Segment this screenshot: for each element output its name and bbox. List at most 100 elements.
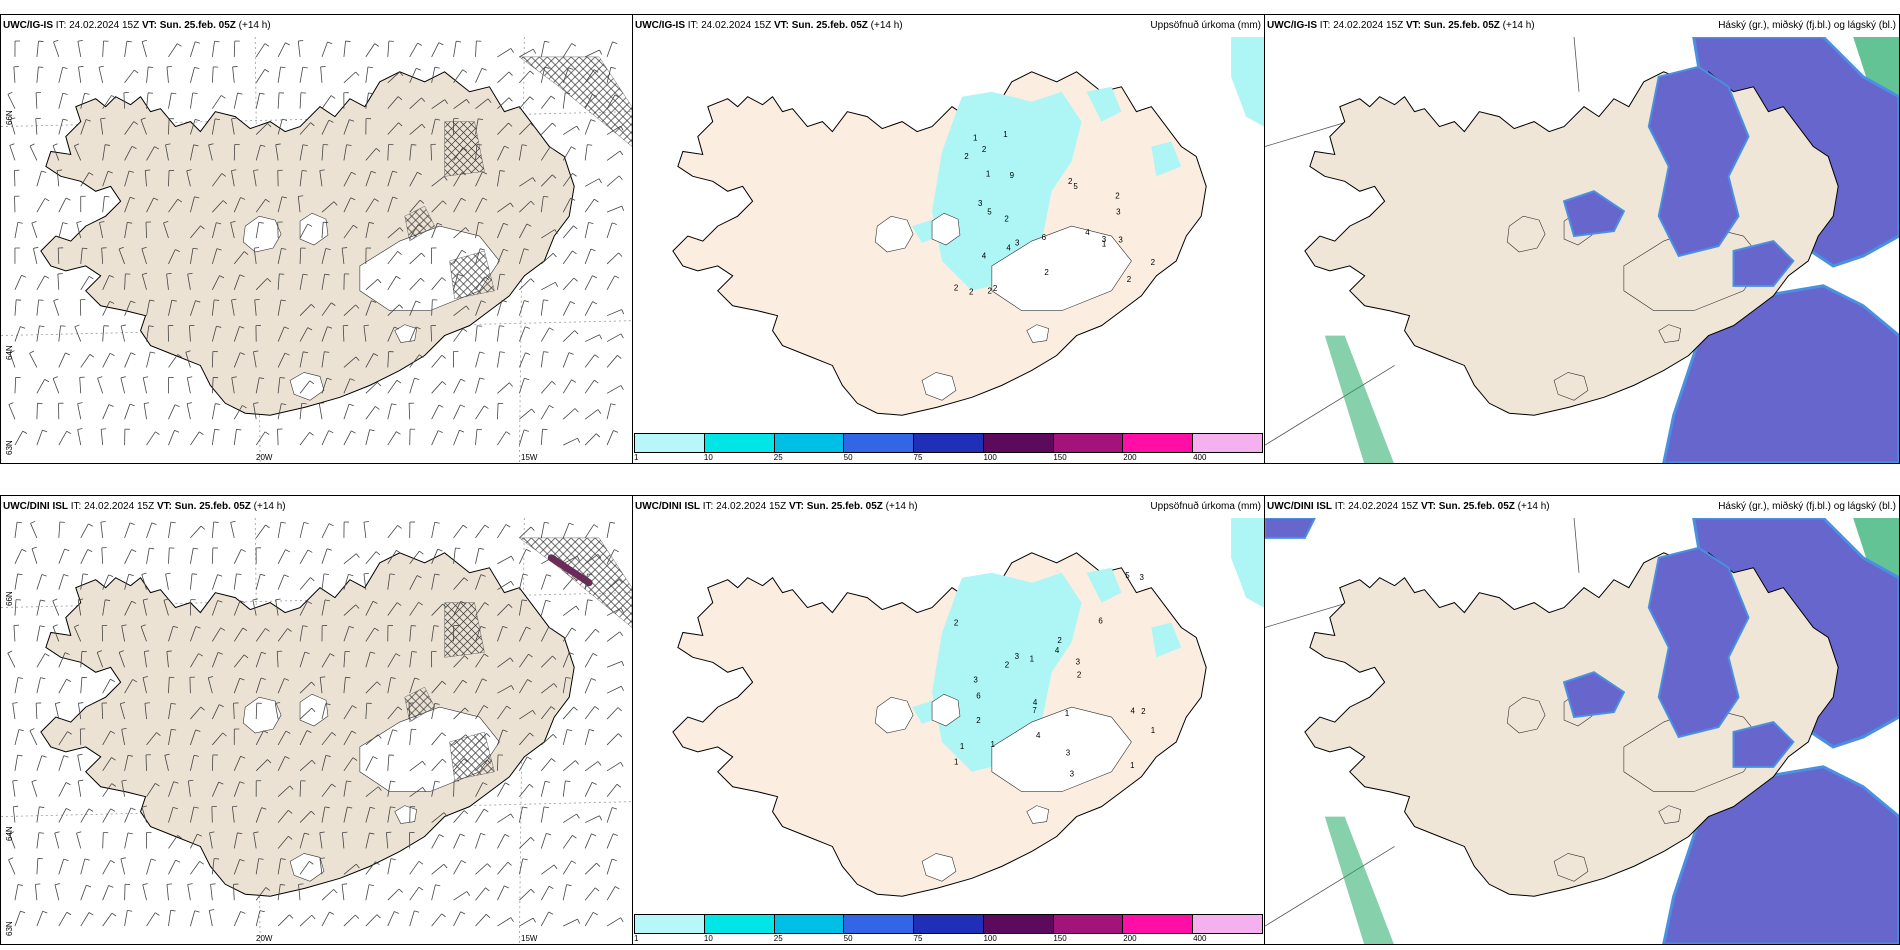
wind-barb-flag xyxy=(242,405,247,409)
wind-barb-flag xyxy=(127,909,133,912)
colorbar-label: 1 xyxy=(634,934,639,943)
wind-barb xyxy=(343,705,353,720)
wind-barb xyxy=(387,196,394,213)
wind-barb-flag xyxy=(142,272,148,275)
wind-barb xyxy=(365,627,375,642)
wind-barb-flag xyxy=(281,403,287,405)
wind-barb xyxy=(584,354,596,368)
wind-barb-flag xyxy=(280,299,286,302)
wind-barb xyxy=(475,377,481,394)
wind-barb-flag xyxy=(260,677,266,680)
wind-barb xyxy=(475,300,482,316)
wind-barb-flag xyxy=(614,275,620,279)
wind-barb-flag xyxy=(373,353,379,357)
wind-barb xyxy=(7,652,16,668)
wind-barb xyxy=(299,351,304,368)
wind-barb-flag xyxy=(194,67,200,70)
wind-barb-flag xyxy=(392,729,398,732)
wind-barb xyxy=(211,403,216,420)
wind-barb-flag xyxy=(462,69,468,73)
wind-barb xyxy=(211,118,216,135)
wind-barb-flag xyxy=(591,678,597,681)
wind-barb xyxy=(190,119,196,135)
wind-barb xyxy=(409,252,422,265)
lon-label-20: 20W xyxy=(256,453,273,462)
hatched-area xyxy=(404,205,435,242)
wind-barb xyxy=(36,625,41,642)
wind-barb xyxy=(190,729,197,746)
wind-barb xyxy=(584,178,600,187)
wind-barb xyxy=(58,119,64,135)
wind-barb xyxy=(233,405,243,420)
wind-barb-flag xyxy=(555,282,559,287)
wind-barb xyxy=(76,832,82,849)
wind-barb xyxy=(208,144,213,161)
wind-barb xyxy=(519,278,531,291)
wind-barb xyxy=(497,403,499,420)
wind-barb-flag xyxy=(485,887,490,892)
wind-barb-flag xyxy=(230,221,236,223)
wind-barb-flag xyxy=(397,525,402,529)
wind-barb-flag xyxy=(553,683,558,688)
wind-barb xyxy=(475,833,482,849)
wind-barb xyxy=(211,41,215,57)
wind-barb-flag xyxy=(320,676,326,678)
wind-barb-flag xyxy=(30,520,36,524)
wind-barb xyxy=(453,328,464,342)
wind-barb xyxy=(190,653,199,668)
wind-barb-flag xyxy=(309,861,314,865)
wind-barb xyxy=(497,834,506,849)
wind-barb xyxy=(299,914,313,927)
wind-barb xyxy=(140,626,147,642)
wind-barb xyxy=(52,626,60,642)
wind-barb-flag xyxy=(353,224,358,229)
wind-barb xyxy=(255,43,266,58)
wind-barb-flag xyxy=(31,220,37,224)
wind-barb-flag xyxy=(370,651,376,654)
wind-barb xyxy=(255,574,261,590)
wind-barb xyxy=(519,917,534,927)
wind-barb xyxy=(163,222,169,239)
wind-barb xyxy=(518,599,523,616)
wind-barb-flag xyxy=(12,779,18,782)
wind-barb xyxy=(190,431,200,446)
wind-barb xyxy=(387,431,397,446)
wind-barb xyxy=(58,912,68,927)
wind-barb xyxy=(497,729,504,746)
wind-barb-flag xyxy=(148,66,154,68)
wind-barb-flag xyxy=(121,727,127,730)
wind-barb xyxy=(343,71,356,84)
wind-barb xyxy=(497,917,512,927)
wind-barb-flag xyxy=(237,832,243,835)
wind-barb xyxy=(146,783,156,797)
wind-barb xyxy=(124,679,133,694)
wind-barb xyxy=(13,66,16,83)
wind-barb xyxy=(363,325,367,342)
wind-barb-flag xyxy=(17,884,23,886)
wind-barb-flag xyxy=(482,782,488,786)
precip-value: 2 xyxy=(1044,268,1049,277)
wind-barb xyxy=(102,730,111,746)
wind-barb-flag xyxy=(530,888,535,894)
wind-barb-flag xyxy=(571,379,577,383)
wind-barb-flag xyxy=(592,301,598,305)
wind-barb-flag xyxy=(568,67,574,70)
wind-barb-flag xyxy=(355,553,360,558)
wind-barb xyxy=(124,601,132,616)
precip-value: 3 xyxy=(1102,235,1107,244)
wind-barb-flag xyxy=(549,327,554,331)
wind-barb xyxy=(299,327,309,342)
wind-barb xyxy=(102,40,104,57)
wind-barb-flag xyxy=(465,734,470,739)
wind-barb xyxy=(100,522,104,538)
wind-barb-flag xyxy=(546,832,552,836)
wind-barb-flag xyxy=(44,275,50,279)
wind-barb xyxy=(8,404,16,420)
wind-barb-flag xyxy=(218,704,224,708)
wind-barb-flag xyxy=(548,885,554,890)
wind-barb xyxy=(409,602,419,616)
wind-barb xyxy=(519,408,532,420)
wind-barb-flag xyxy=(466,99,470,104)
wind-barb xyxy=(319,858,323,875)
wind-barb-flag xyxy=(611,222,617,225)
